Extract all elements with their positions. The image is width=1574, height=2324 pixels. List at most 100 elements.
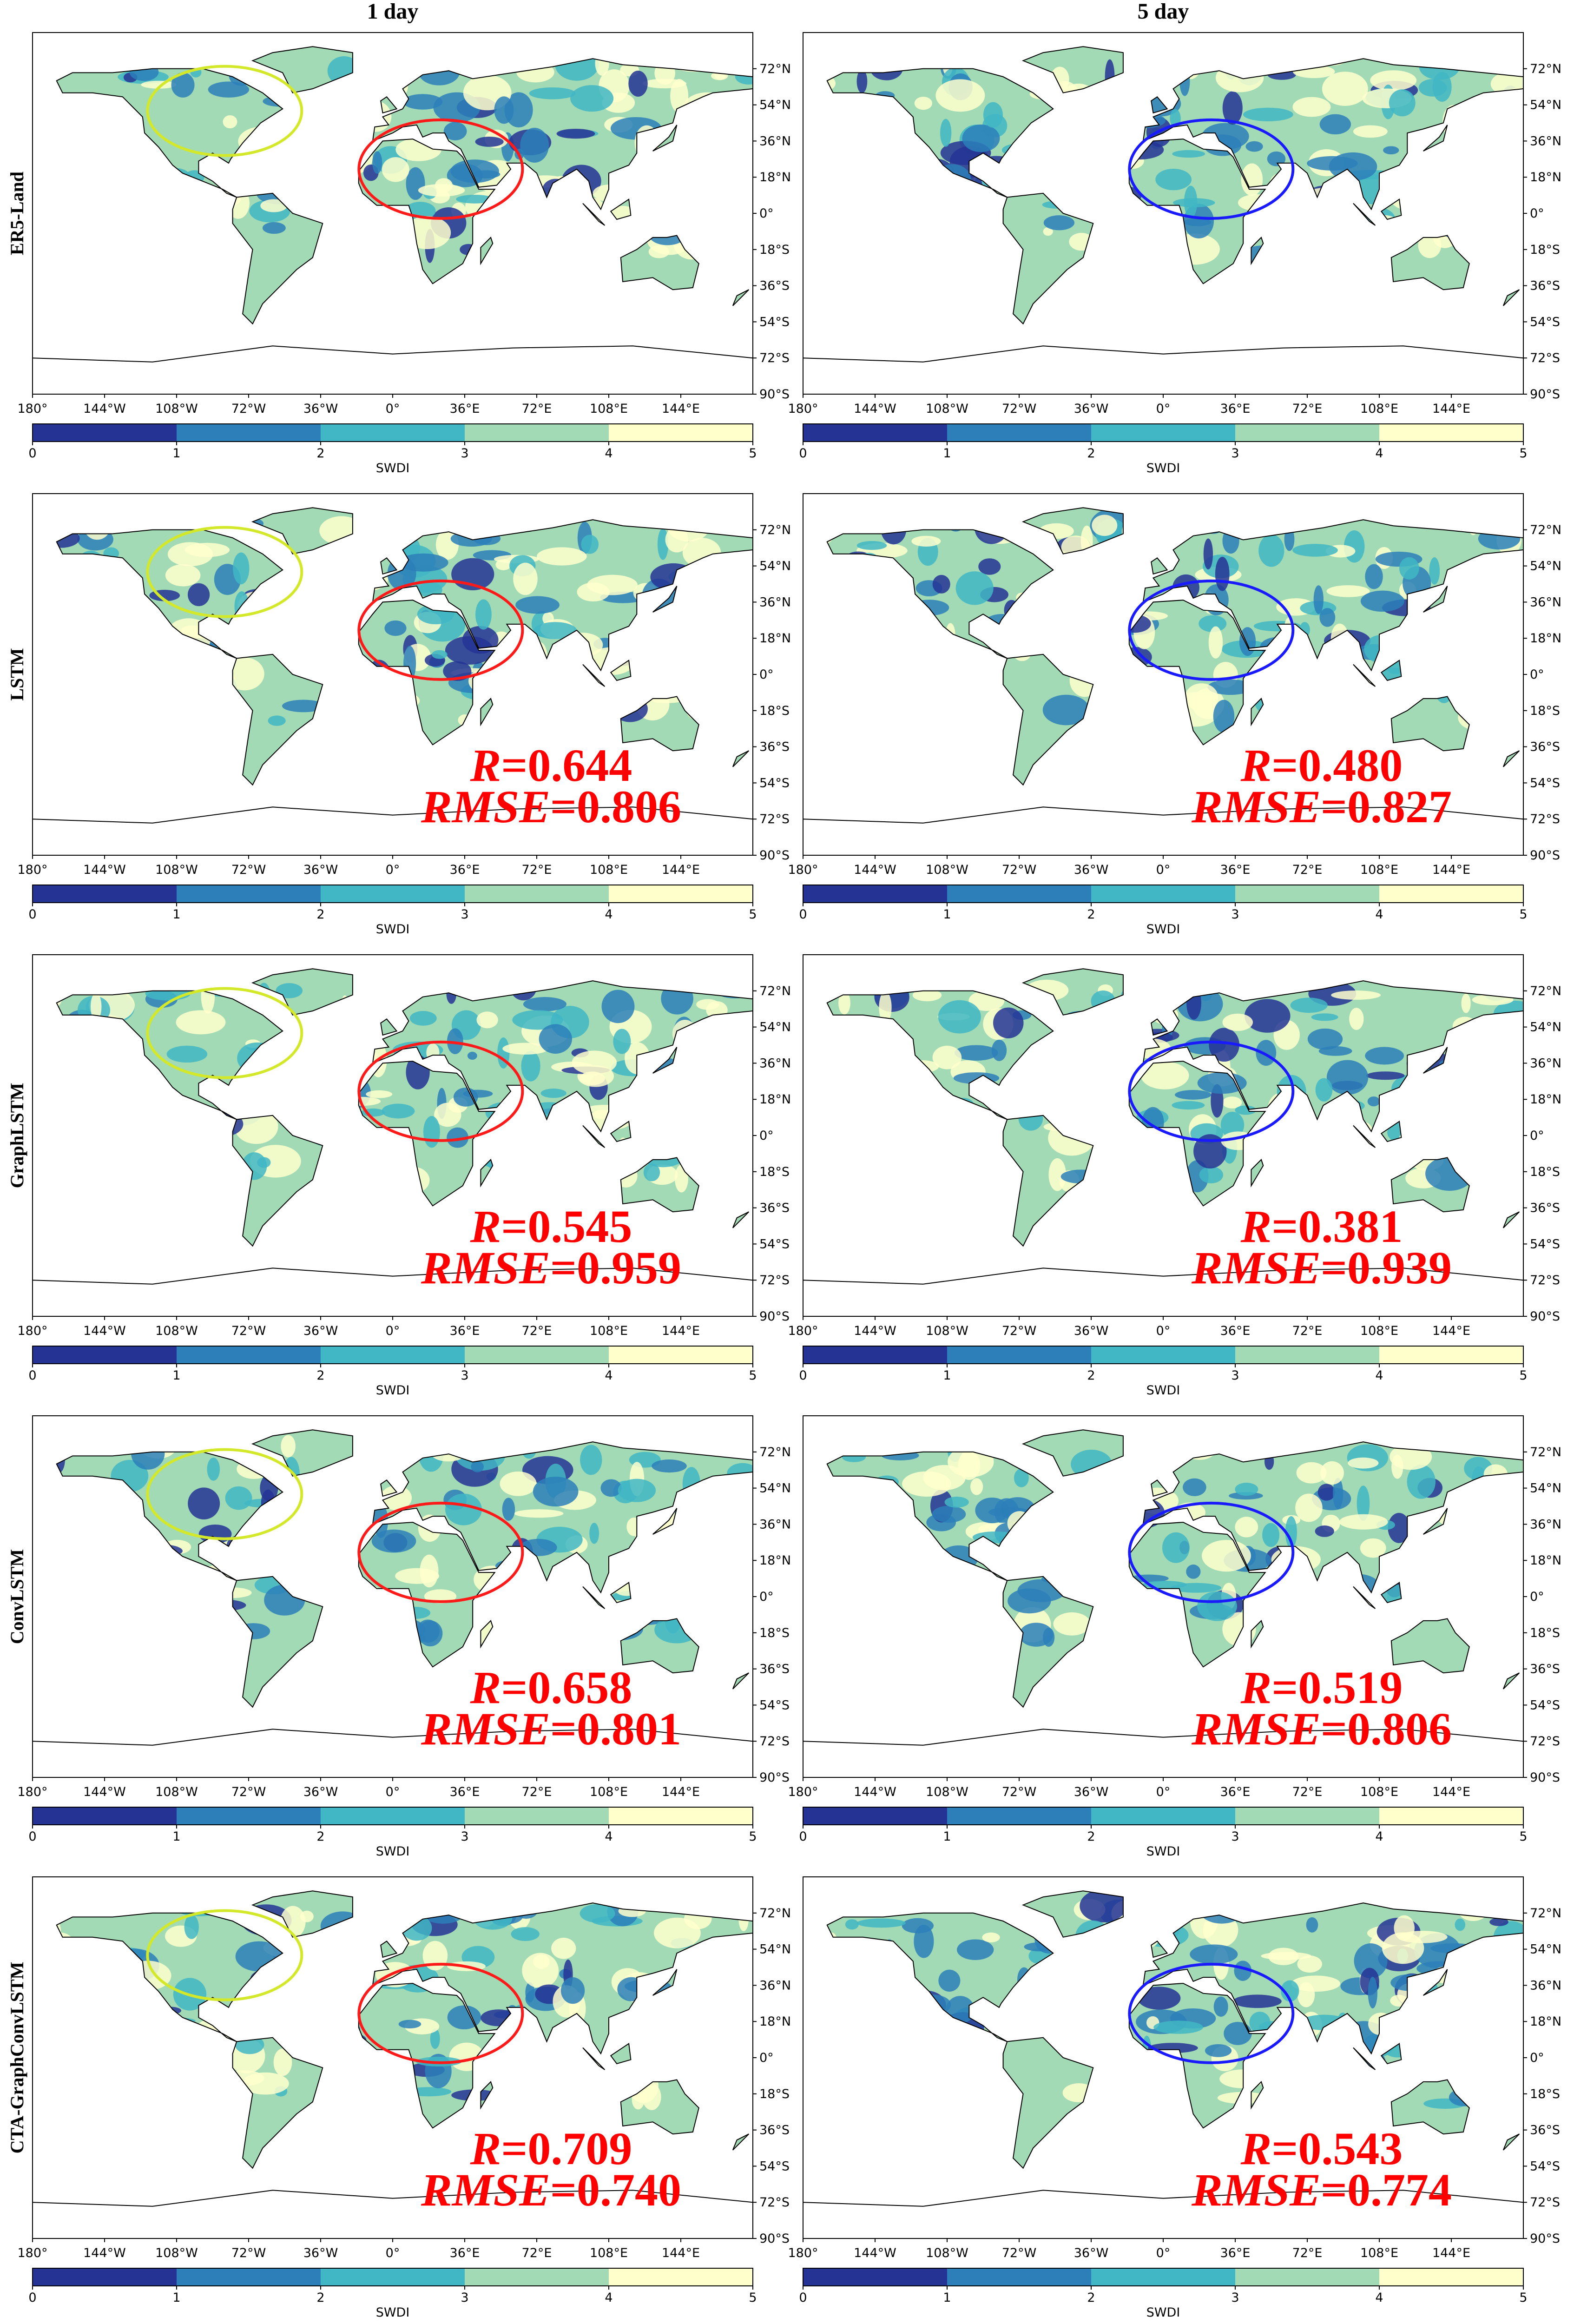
lat-tick-label: 72°S [1530,1273,1560,1287]
metric-sign: = [550,1703,577,1755]
colorbar-segment [947,1346,1091,1364]
swdi-patch [1185,683,1218,711]
colorbar-segment [33,1807,177,1825]
swdi-patch [384,620,407,636]
highlight-ellipse [146,1448,303,1540]
swdi-patch [1291,1975,1341,1992]
highlight-ellipse [357,1040,524,1142]
colorbar-segment [33,1346,177,1364]
swdi-patch [1349,1008,1364,1030]
swdi-patch [955,571,994,605]
colorbar-tick-label: 2 [1087,446,1095,461]
swdi-patch [1332,1478,1343,1509]
lat-tick-label: 54°S [1530,776,1560,790]
lat-tick-label: 36°N [1530,134,1561,148]
swdi-patch [1153,2020,1203,2034]
swdi-patch [970,1478,983,1495]
lon-tick-label: 180° [17,2246,47,2260]
colorbar-segment [1379,1346,1523,1364]
colorbar-tick-label: 0 [799,1368,807,1383]
lon-tick-label: 108°E [590,1324,628,1338]
colorbar-label: SWDI [1146,461,1180,475]
lon-tick-label: 144°E [1432,1324,1470,1338]
colorbar-tick-label: 3 [1231,1829,1239,1844]
metric-name: RMSE [421,781,550,832]
swdi-patch [613,1029,631,1054]
swdi-patch [1203,538,1213,570]
lon-tick-label: 144°W [854,1324,896,1338]
coastline [56,968,753,1247]
swdi-patch [423,1116,440,1148]
swdi-patch [1320,1461,1344,1485]
swdi-patch [515,596,560,614]
colorbar-frame [803,885,1524,903]
lon-tick-label: 72°E [522,1324,552,1338]
lon-tick-label: 72°W [231,863,266,877]
metric-value: 0.806 [577,781,681,832]
swdi-patch [1197,1591,1237,1621]
swdi-patch [648,245,670,258]
swdi-patch [1326,585,1370,597]
metric-text: RMSE=0.959 [421,1242,681,1294]
swdi-patch [1326,1060,1369,1095]
swdi-patch [1297,1955,1322,1973]
swdi-patch [1233,1994,1282,2008]
lon-tick-label: 180° [17,863,47,877]
lon-tick-label: 72°W [231,2246,266,2260]
swdi-patch [1360,590,1404,612]
swdi-patch [502,1498,515,1521]
swdi-patch [533,1954,550,1969]
lat-tick-label: 36°N [759,134,791,148]
swdi-patch [409,1011,437,1026]
swdi-patch [1354,1943,1388,1979]
swdi-patch [580,1904,615,1923]
swdi-patch [1285,1516,1297,1549]
lon-tick-label: 108°W [926,2246,968,2260]
swdi-patch [424,1589,457,1604]
swdi-patch [1243,107,1293,122]
colorbar-tick-label: 4 [1375,2291,1383,2305]
colorbar-segment [321,2268,465,2286]
map-panel: 180° 144°W 108°W 72°W 36°W 0° 36°E 72°E 108°E 144… [788,954,1561,1398]
colorbar-tick-label: 3 [461,907,468,922]
swdi-patch [643,1163,660,1182]
colorbar-frame [803,423,1524,442]
colorbar-tick-label: 1 [943,1829,951,1844]
lat-tick-label: 54°N [759,98,791,112]
coastline [826,507,1524,786]
lat-tick-label: 0° [759,667,774,682]
lat-tick-label: 72°S [1530,812,1560,826]
swdi-patch [938,1969,961,1992]
lat-tick-label: 36°N [759,1056,791,1070]
coastline [56,46,753,325]
lat-tick-label: 72°S [759,1734,790,1749]
swdi-patch [978,558,1001,575]
lat-tick-label: 0° [1530,206,1544,221]
lon-tick-label: 180° [788,402,818,416]
colorbar-segment [1235,2268,1379,2286]
swdi-patch [366,1090,393,1098]
lon-tick-label: 36°E [450,2246,480,2260]
colorbar-segment [177,424,321,442]
lat-tick-label: 54°N [759,559,791,574]
lon-tick-label: 144°W [83,2246,126,2260]
lon-tick-label: 108°W [155,1324,198,1338]
swdi-patch [1399,557,1419,580]
metric-value: 0.774 [1347,2164,1452,2216]
antarctica-coast [32,1729,753,1746]
metric-value: 0.801 [577,1703,681,1755]
lat-tick-label: 36°S [1530,740,1560,754]
metric-name: R [1240,1662,1272,1713]
colorbar-frame [803,1346,1524,1364]
swdi-patch [511,1927,540,1941]
lat-tick-label: 54°S [1530,1237,1560,1251]
swdi-patch [1043,215,1075,231]
swdi-patch [914,97,933,110]
lat-tick-label: 0° [759,1590,774,1604]
lon-tick-label: 0° [1156,402,1171,416]
lat-tick-label: 18°S [759,2087,790,2101]
swdi-patch [1292,97,1331,117]
swdi-patch [475,599,492,630]
row-label: ConvLSTM [7,1549,27,1644]
swdi-patch [1205,2044,1232,2057]
